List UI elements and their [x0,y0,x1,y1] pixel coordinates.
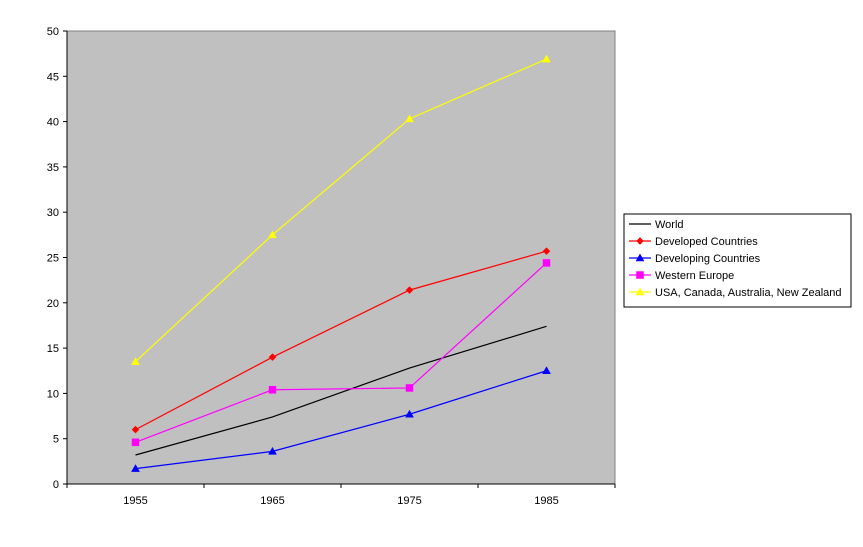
legend-entry-usa-canada-australia-new-zealand: USA, Canada, Australia, New Zealand [629,287,842,299]
legend-marker [635,253,645,262]
legend-marker [635,287,645,296]
data-point [542,366,551,374]
data-point [131,464,140,472]
legend-label: World [655,219,684,231]
series-line [135,250,547,431]
data-point [542,247,551,256]
series-western-europe [131,259,551,447]
y-tick-label: 25 [47,253,59,265]
legend-marker [636,237,644,245]
y-tick-label: 15 [47,343,59,355]
legend-entry-developing-countries: Developing Countries [629,253,761,265]
legend-entry-world: World [629,219,684,231]
series-world [135,325,547,456]
data-point [131,425,140,434]
plot-area [66,30,616,485]
data-point [131,357,140,365]
y-tick-label: 45 [47,71,59,83]
series-line [135,325,547,456]
series-line [135,370,547,470]
series-layer [131,54,551,472]
legend-box [623,213,852,308]
data-point [131,438,140,447]
y-tick-label: 20 [47,298,59,310]
data-point [405,286,414,294]
y-tick-label: 35 [47,162,59,174]
y-tick-label: 5 [53,434,59,446]
data-point [542,54,551,63]
series-developed-countries [131,247,551,434]
series-usa-canada-australia-new-zealand [131,54,551,365]
y-tick-label: 40 [47,117,59,129]
y-tick-label: 30 [47,207,59,219]
data-point [405,409,414,418]
series-line [135,262,547,443]
legend: World Developed Countries Developing Count… [623,213,852,308]
series-line [135,58,547,363]
data-point [405,114,414,123]
x-tick-label: 1965 [260,495,284,507]
legend-label: Western Europe [655,270,734,282]
x-tick-label: 1975 [397,495,421,507]
data-point [268,446,277,455]
x-tick-label: 1985 [534,495,558,507]
legend-label: Developed Countries [655,236,758,248]
axes: 0 5 10 15 20 25 30 35 40 45 50 1955 1965 1975 1985 [47,26,616,507]
data-point [405,384,414,392]
data-point [268,230,277,239]
x-tick-label: 1955 [123,495,147,507]
legend-entry-developed-countries: Developed Countries [629,236,758,248]
legend-label: USA, Canada, Australia, New Zealand [655,287,842,299]
y-tick-label: 0 [53,479,59,491]
series-developing-countries [131,366,551,472]
data-point [268,386,277,394]
data-point [268,353,277,362]
legend-marker [636,271,644,279]
y-tick-label: 50 [47,26,59,38]
legend-label: Developing Countries [655,253,761,265]
y-tick-label: 10 [47,388,59,400]
data-point [542,259,551,267]
legend-entry-western-europe: Western Europe [629,270,734,282]
